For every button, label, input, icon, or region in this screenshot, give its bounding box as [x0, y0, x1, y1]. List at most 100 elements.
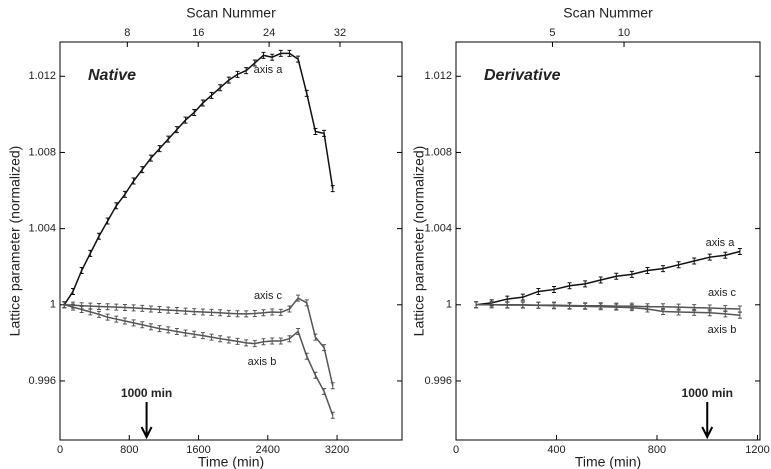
data-point: [166, 135, 171, 143]
data-point: [235, 70, 240, 78]
data-point: [88, 249, 93, 257]
data-point: [723, 251, 728, 259]
data-point: [304, 89, 309, 97]
data-point: [583, 280, 588, 288]
x-tick-label: 0: [453, 444, 459, 456]
data-point: [707, 253, 712, 261]
data-point: [157, 145, 162, 153]
data-point: [536, 301, 541, 309]
data-point: [322, 387, 327, 395]
data-point: [287, 305, 292, 313]
data-point: [252, 310, 257, 318]
data-point: [330, 382, 335, 390]
data-point: [322, 129, 327, 137]
data-point: [287, 335, 292, 343]
data-point: [737, 311, 742, 319]
data-point: [183, 307, 188, 315]
y-tick-label: 1: [446, 299, 452, 311]
data-point: [209, 91, 214, 99]
x-tick-label: 1200: [745, 444, 769, 456]
data-point: [551, 286, 556, 294]
data-point: [520, 301, 525, 309]
series-label: axis b: [708, 324, 737, 336]
data-point: [174, 307, 179, 315]
y-tick-label: 1.004: [28, 223, 56, 235]
data-point: [551, 302, 556, 310]
data-point: [114, 315, 119, 323]
x2-tick-label: 32: [334, 27, 346, 39]
data-point: [157, 325, 162, 333]
annotation-arrow: [701, 402, 714, 440]
y-tick-label: 0.996: [424, 375, 452, 387]
data-point: [192, 308, 197, 316]
series-line: [64, 304, 334, 416]
data-point: [567, 302, 572, 310]
data-point: [270, 53, 275, 61]
data-point: [567, 282, 572, 290]
data-point: [79, 306, 84, 314]
series-line: [64, 297, 334, 386]
data-point: [629, 270, 634, 278]
y-tick-label: 1.008: [28, 146, 56, 158]
x2-tick-label: 16: [192, 27, 204, 39]
x-tick-label: 0: [57, 444, 63, 456]
data-point: [270, 308, 275, 316]
panel-title: Derivative: [484, 67, 561, 84]
y-tick-label: 1: [50, 299, 56, 311]
data-point: [629, 304, 634, 312]
data-point: [200, 332, 205, 340]
data-point: [166, 326, 171, 334]
data-point: [96, 232, 101, 240]
data-point: [140, 321, 145, 329]
data-point: [122, 317, 127, 325]
annotation-text: 1000 min: [121, 386, 172, 400]
data-point: [304, 299, 309, 307]
data-point: [489, 301, 494, 309]
data-point: [244, 339, 249, 347]
x-axis-label: Time (min): [575, 454, 641, 469]
data-point: [614, 272, 619, 280]
data-point: [96, 310, 101, 318]
data-point: [183, 116, 188, 124]
data-point: [330, 185, 335, 193]
data-point: [278, 337, 283, 345]
data-point: [692, 308, 697, 316]
data-point: [200, 308, 205, 316]
data-point: [226, 336, 231, 344]
y-axis-label: Lattice parameter (normalized): [7, 146, 23, 337]
data-point: [692, 257, 697, 265]
data-point: [148, 323, 153, 331]
data-point: [226, 309, 231, 317]
data-point: [200, 99, 205, 107]
data-point: [598, 276, 603, 284]
data-point: [287, 49, 292, 57]
data-point: [252, 340, 257, 348]
series-label: axis c: [708, 287, 737, 299]
series-line: [63, 52, 334, 306]
panel-title: Native: [88, 67, 136, 84]
x-tick-label: 1600: [186, 444, 210, 456]
data-point: [70, 287, 75, 295]
data-point: [645, 267, 650, 275]
annotation-arrow: [140, 402, 153, 440]
data-point: [261, 51, 266, 59]
data-point: [645, 305, 650, 313]
x-tick-label: 3200: [325, 444, 349, 456]
data-point: [737, 247, 742, 255]
series-line: [476, 304, 740, 317]
x2-tick-label: 8: [124, 27, 130, 39]
y-axis-label: Lattice parameter (normalized): [411, 146, 427, 337]
x-tick-label: 800: [648, 444, 666, 456]
data-point: [296, 294, 301, 302]
data-point: [114, 303, 119, 311]
data-point: [278, 49, 283, 57]
data-point: [296, 55, 301, 63]
y-tick-label: 1.008: [424, 146, 452, 158]
data-point: [235, 337, 240, 345]
data-point: [140, 166, 145, 174]
data-point: [62, 301, 67, 309]
data-point: [79, 267, 84, 275]
annotation-text: 1000 min: [682, 386, 733, 400]
data-point: [296, 327, 301, 335]
